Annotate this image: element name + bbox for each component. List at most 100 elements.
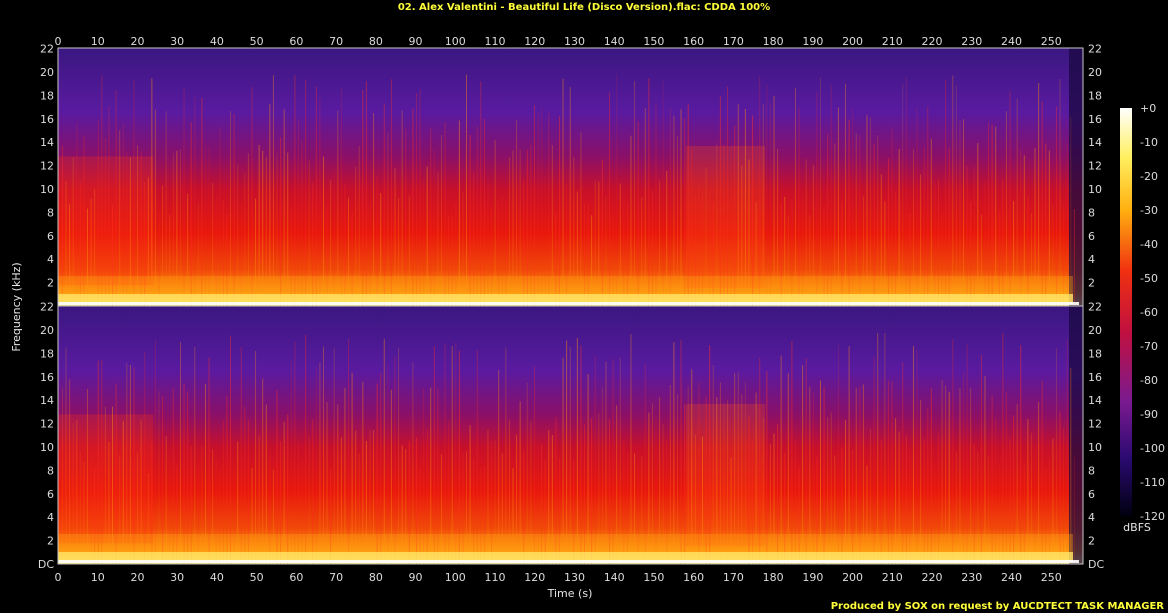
spectrogram-transient [537, 112, 539, 306]
spectrogram-transient [230, 335, 232, 564]
spectrogram-transient [112, 204, 114, 306]
x-axis-label: Time (s) [547, 587, 593, 600]
spectrogram-transient [280, 136, 282, 306]
spectrogram-transient [998, 463, 1000, 564]
spectrogram-transient [1063, 428, 1065, 564]
spectrogram-transient [566, 183, 568, 306]
spectrogram-transient [169, 453, 171, 564]
x-tick-label-top: 0 [55, 35, 62, 48]
colorbar-tick-label: -50 [1140, 272, 1158, 285]
spectrogram-transient [927, 407, 929, 564]
spectrogram-transient [115, 383, 117, 564]
spectrogram-transient [83, 461, 85, 564]
spectrogram-transient [619, 357, 621, 564]
spectrogram-transient [569, 87, 571, 306]
spectrogram-transient [659, 180, 661, 306]
spectrogram-intro-band [58, 414, 154, 544]
spectrogram-transient [694, 194, 696, 306]
y-tick-label-left: 2 [47, 277, 54, 290]
colorbar-scale [1120, 108, 1132, 516]
y-tick-label-left: 16 [40, 113, 54, 126]
spectrogram-transient [1052, 438, 1054, 564]
x-tick-label-bottom: 50 [250, 571, 264, 584]
spectrogram-transient [1013, 415, 1015, 564]
spectrogram-transient [930, 138, 932, 306]
spectrogram-transient [455, 342, 457, 564]
spectrogram-transient [898, 149, 900, 306]
spectrogram-transient [247, 153, 249, 306]
spectrogram-transient [201, 446, 203, 564]
spectrogram-transient [487, 429, 489, 564]
spectrogram-transient [880, 439, 882, 564]
spectrogram-transient [90, 198, 92, 306]
spectrogram-transient [877, 332, 879, 564]
spectrogram-transient [290, 360, 292, 564]
spectrogram-transient [834, 143, 836, 306]
spectrogram-transient [162, 185, 164, 306]
spectrogram-transient [669, 107, 671, 306]
spectrogram-transient [641, 197, 643, 306]
spectrogram-transient [952, 339, 954, 564]
spectrogram-transient [455, 203, 457, 306]
spectrogram-transient [866, 465, 868, 564]
spectrogram-transient [719, 96, 721, 306]
x-tick-label-top: 190 [802, 35, 823, 48]
spectrogram-transient [491, 440, 493, 564]
spectrogram-transient [716, 143, 718, 306]
spectrogram-transient [280, 441, 282, 564]
spectrogram-transient [108, 441, 110, 564]
spectrogram-transient [262, 378, 264, 564]
y-axis: 2220181614121086422220181614121086422220… [38, 43, 1105, 571]
spectrogram-transient [483, 465, 485, 564]
spectrogram-transient [344, 387, 346, 564]
y-tick-label-right: 16 [1088, 113, 1102, 126]
spectrogram-transient [995, 126, 997, 306]
spectrogram-transient [530, 421, 532, 564]
spectrogram-transient [269, 454, 271, 564]
spectrogram-transient [948, 391, 950, 564]
spectrogram-transient [716, 397, 718, 564]
y-tick-label-right: 12 [1088, 160, 1102, 173]
spectrogram-transient [644, 108, 646, 306]
spectrogram-transient [172, 388, 174, 564]
spectrogram-transient [723, 144, 725, 306]
spectrogram-transient [466, 451, 468, 564]
spectrogram-transient [773, 95, 775, 307]
spectrogram-transient [809, 386, 811, 564]
spectrogram-transient [959, 388, 961, 564]
spectrogram-transient [369, 203, 371, 306]
spectrogram-transient [887, 380, 889, 564]
spectrogram-transient [920, 399, 922, 564]
spectrogram-transient [65, 181, 67, 306]
spectrogram-transient [594, 180, 596, 306]
spectrogram-transient [362, 89, 364, 306]
spectrogram-transient [69, 204, 71, 306]
y-tick-label-right: 22 [1088, 301, 1102, 314]
spectrogram-transient [809, 215, 811, 306]
spectrogram-transient [140, 419, 142, 564]
spectrogram-transient [966, 344, 968, 564]
spectrogram-transient [991, 395, 993, 564]
colorbar-tick-label: -70 [1140, 340, 1158, 353]
spectrogram-transient [977, 452, 979, 564]
spectrogram-transient [83, 136, 85, 306]
spectrogram-transient [1030, 213, 1032, 306]
y-tick-label-left: 4 [47, 511, 54, 524]
spectrogram-transient [287, 152, 289, 306]
spectrogram-transient [887, 158, 889, 306]
spectrogram-transient [237, 164, 239, 306]
colorbar-tick-label: -30 [1140, 204, 1158, 217]
x-tick-label-bottom: 80 [369, 571, 383, 584]
spectrogram-transient [977, 142, 979, 306]
colorbar-tick-label: -40 [1140, 238, 1158, 251]
spectrogram-transient [387, 364, 389, 564]
x-tick-label-top: 160 [683, 35, 704, 48]
spectrogram-transient [508, 419, 510, 564]
spectrogram-transient [462, 454, 464, 564]
spectrogram-transient [995, 417, 997, 564]
y-tick-label-left: DC [38, 558, 54, 571]
spectrogram-transient [376, 176, 378, 306]
spectrogram-transient [802, 198, 804, 306]
spectrogram-transient [315, 86, 317, 306]
spectrogram-transient [1045, 466, 1047, 564]
